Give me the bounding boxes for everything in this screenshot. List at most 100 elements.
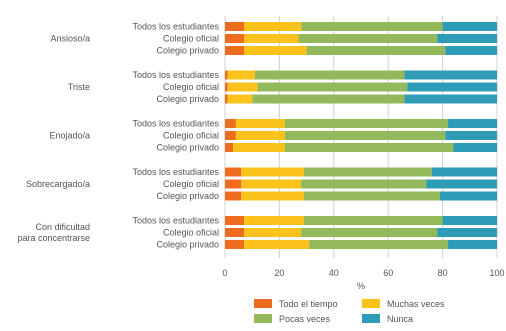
bar-segment (225, 119, 236, 128)
row-label: Colegio oficial (163, 34, 219, 44)
bar-segment (303, 167, 432, 177)
group-label-line: Enojado/a (49, 131, 90, 141)
row-label: Colegio oficial (163, 131, 219, 141)
group-label: Con dificultad para concentrarse (17, 222, 90, 243)
x-tick-label: 40 (329, 268, 339, 278)
row-label: Colegio privado (156, 94, 219, 104)
bar-segment (445, 46, 497, 55)
bar-segment (235, 131, 285, 140)
bar-segment (254, 70, 405, 80)
group-label-line: Sobrecargado/a (26, 179, 90, 189)
bar-segment (244, 240, 310, 249)
bar-segment (233, 143, 285, 152)
bar-segment (407, 82, 497, 92)
group-label: Sobrecargado/a (26, 179, 90, 189)
row-label: Colegio oficial (163, 179, 219, 189)
bar-segment (225, 143, 234, 152)
bar-segment (227, 82, 258, 92)
legend: Todo el tiempo Muchas veces Pocas veces Nun… (254, 299, 445, 324)
bar-segment (439, 191, 497, 201)
bar-segment (241, 191, 304, 201)
bar-segment (227, 70, 255, 80)
legend-label: Pocas veces (279, 314, 331, 324)
bar-segment (431, 167, 497, 177)
row-label: Todos los estudiantes (132, 119, 219, 129)
bar-segment (453, 143, 497, 152)
bar-segment (257, 82, 408, 92)
bar-segment (235, 119, 285, 128)
bar-segment (448, 240, 497, 249)
bar-segment (225, 167, 242, 177)
bar-segment (298, 34, 438, 43)
bar-segment (301, 22, 443, 31)
x-axis: 0 20 40 60 80 100% (222, 268, 504, 291)
x-axis-label: % (357, 281, 365, 291)
legend-swatch (362, 299, 380, 308)
bar-segment (225, 22, 245, 31)
bar-segment (225, 70, 228, 80)
bar-segment (437, 34, 497, 43)
bar-segment (301, 228, 438, 237)
bars (225, 22, 497, 249)
x-tick-label: 20 (274, 268, 284, 278)
bar-segment (244, 228, 302, 237)
bar-segment (225, 34, 245, 43)
bar-segment (244, 216, 304, 225)
row-label: Todos los estudiantes (132, 70, 219, 80)
bar-segment (442, 216, 497, 225)
bar-segment (442, 22, 497, 31)
legend-label: Todo el tiempo (279, 299, 338, 309)
bar-segment (306, 46, 446, 55)
bar-segment (284, 143, 454, 152)
row-label: Colegio privado (156, 191, 219, 201)
bar-segment (301, 179, 427, 189)
bar-segment (241, 167, 304, 177)
bar-segment (445, 131, 497, 140)
bar-segment (225, 179, 242, 189)
bar-segment (303, 216, 443, 225)
bar-segment (244, 22, 302, 31)
legend-swatch (254, 314, 272, 323)
row-label: Todos los estudiantes (132, 216, 219, 226)
row-label: Todos los estudiantes (132, 22, 219, 32)
bar-segment (284, 119, 449, 128)
bar-segment (225, 94, 228, 104)
group-label-line: para concentrarse (17, 233, 90, 243)
bar-segment (227, 94, 253, 104)
row-label: Colegio privado (156, 240, 219, 250)
bar-segment (225, 228, 245, 237)
labels: Todos los estudiantes Colegio oficial Cole… (17, 22, 219, 250)
x-tick-label: 60 (383, 268, 393, 278)
bar-segment (241, 179, 302, 189)
row-label: Colegio oficial (163, 228, 219, 238)
bar-segment (225, 131, 236, 140)
group-label-line: Con dificultad (35, 222, 90, 232)
legend-label: Muchas veces (387, 299, 445, 309)
group-label: Enojado/a (49, 131, 90, 141)
row-label: Todos los estudiantes (132, 167, 219, 177)
bar-segment (225, 191, 242, 201)
group-label-line: Ansioso/a (50, 34, 90, 44)
legend-swatch (362, 314, 380, 323)
group-label-line: Triste (68, 82, 90, 92)
group-label: Triste (68, 82, 90, 92)
x-tick-label: 0 (222, 268, 227, 278)
row-label: Colegio oficial (163, 82, 219, 92)
legend-label: Nunca (387, 314, 413, 324)
bar-segment (244, 46, 307, 55)
x-tick-label: 100 (489, 268, 504, 278)
bar-segment (404, 70, 497, 80)
bar-segment (448, 119, 497, 128)
group-label: Ansioso/a (50, 34, 90, 44)
x-tick-label: 80 (438, 268, 448, 278)
bar-segment (437, 228, 497, 237)
bar-segment (244, 34, 299, 43)
bar-segment (225, 216, 245, 225)
row-label: Colegio privado (156, 143, 219, 153)
bar-segment (284, 131, 446, 140)
bar-segment (404, 94, 497, 104)
bar-segment (426, 179, 497, 189)
legend-swatch (254, 299, 272, 308)
bar-segment (225, 46, 245, 55)
